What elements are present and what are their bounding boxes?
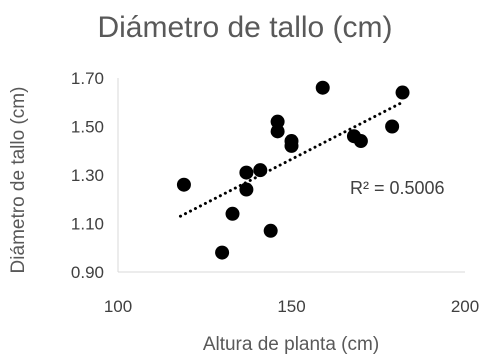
data-points (176, 80, 410, 260)
data-point (284, 138, 299, 153)
y-tick-label: 1.70 (71, 69, 104, 88)
x-tick-labels: 100 150 200 (104, 297, 479, 316)
chart-title: Diámetro de tallo (cm) (97, 11, 392, 44)
data-point (225, 206, 240, 221)
y-tick-label: 1.50 (71, 118, 104, 137)
data-point (253, 163, 268, 178)
data-point (239, 165, 254, 180)
x-tick-label: 200 (451, 297, 479, 316)
x-tick-label: 150 (277, 297, 305, 316)
y-tick-label: 1.30 (71, 166, 104, 185)
data-point (270, 124, 285, 139)
x-axis-title: Altura de planta (cm) (203, 334, 379, 355)
r-squared-label: R² = 0.5006 (350, 178, 445, 198)
y-tick-label: 0.90 (71, 263, 104, 282)
x-tick-label: 100 (104, 297, 132, 316)
data-point (263, 223, 278, 238)
data-point (315, 80, 330, 95)
trendline (178, 100, 405, 218)
y-axis-title: Diámetro de tallo (cm) (8, 87, 29, 274)
data-point (176, 177, 191, 192)
y-tick-labels: 0.90 1.10 1.30 1.50 1.70 (71, 69, 104, 282)
y-tick-label: 1.10 (71, 215, 104, 234)
data-point (385, 119, 400, 134)
data-point (270, 114, 285, 129)
data-point (215, 245, 230, 260)
data-point (395, 85, 410, 100)
data-point (353, 134, 368, 149)
plot-area (117, 78, 465, 273)
data-point (239, 182, 254, 197)
